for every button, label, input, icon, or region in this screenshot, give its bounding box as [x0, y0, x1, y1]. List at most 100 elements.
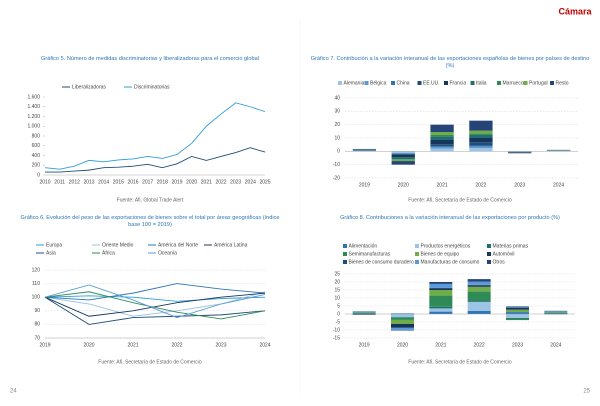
bar-segment — [506, 318, 529, 321]
legend-swatch — [523, 81, 528, 85]
x-tick-label: 2020 — [397, 342, 408, 348]
legend-swatch — [417, 81, 422, 85]
y-tick-label: 10 — [334, 295, 340, 301]
series-line — [44, 292, 266, 317]
y-tick-label: -5 — [336, 319, 341, 325]
bar-segment — [391, 317, 414, 320]
bar-segment — [391, 314, 414, 318]
bar-segment — [429, 288, 453, 290]
legend-swatch — [415, 252, 419, 256]
bar-segment — [430, 136, 454, 140]
bar-segment — [429, 295, 453, 307]
series-line — [44, 295, 266, 302]
bar-segment — [391, 153, 415, 155]
series-line — [44, 283, 266, 301]
y-tick-label: 20 — [334, 122, 340, 128]
bar-segment — [467, 302, 491, 311]
bar-segment — [469, 148, 493, 152]
bar-segment — [430, 144, 454, 147]
legend-label: América Latina — [214, 242, 248, 248]
series-line — [44, 284, 266, 319]
legend-label: Oriente Medio — [102, 242, 134, 248]
legend-label: EE.UU. — [423, 80, 440, 86]
y-tick-label: 200 — [32, 163, 41, 169]
y-tick-label: 110 — [32, 281, 40, 287]
legend-label: Materias primas — [493, 243, 529, 249]
x-tick-label: 2024 — [245, 179, 256, 185]
bar-segment — [391, 151, 415, 153]
y-tick-label: 0 — [337, 149, 340, 155]
bar-segment — [469, 134, 493, 138]
bar-segment — [506, 306, 529, 308]
y-tick-label: 1.000 — [27, 124, 40, 130]
y-tick-label: 0 — [37, 172, 40, 178]
bar-segment — [506, 307, 529, 310]
bar-segment — [430, 134, 454, 137]
legend-swatch — [343, 260, 347, 264]
x-tick-label: 2019 — [171, 179, 182, 185]
chart-source: Fuente: Afi, Global Trade Alert — [117, 197, 184, 203]
legend-label: Marruecos — [503, 80, 527, 86]
x-tick-label: 2023 — [230, 179, 241, 185]
legend-label: Otros — [493, 259, 506, 265]
bar-segment — [469, 130, 493, 134]
series-line — [44, 291, 266, 320]
bar-segment — [391, 319, 414, 324]
x-tick-label: 2021 — [201, 179, 212, 185]
bar-segment — [467, 291, 491, 302]
bar-segment — [429, 306, 453, 309]
y-tick-label: 1.200 — [27, 114, 40, 120]
legend-swatch — [391, 81, 395, 85]
bar-segment — [391, 161, 415, 165]
chart-source: Fuente: Afi, Secretaría de Estado de Com… — [408, 359, 512, 365]
bar-segment — [391, 152, 415, 154]
logo: Cámara — [558, 6, 592, 16]
legend-label: Alemania — [344, 80, 365, 86]
chart-source: Fuente: Afi, Secretaría de Estado de Com… — [98, 359, 202, 365]
y-tick-label: 25 — [334, 271, 340, 277]
x-tick-label: 2019 — [359, 342, 370, 348]
bar-segment — [506, 314, 529, 318]
series-line — [44, 291, 266, 317]
x-tick-label: 2013 — [83, 179, 94, 185]
legend-label: Francia — [450, 80, 467, 86]
x-tick-label: 2021 — [127, 342, 138, 348]
x-tick-label: 2023 — [512, 342, 523, 348]
bar-segment — [391, 327, 414, 330]
y-tick-label: 80 — [34, 322, 40, 328]
x-tick-label: 2024 — [259, 342, 270, 348]
bar-segment — [469, 137, 493, 143]
x-tick-label: 2011 — [54, 179, 65, 185]
bar-segment — [467, 281, 491, 285]
legend-label: América del Norte — [158, 242, 198, 248]
y-tick-label: -10 — [333, 327, 340, 333]
legend-swatch — [487, 244, 491, 248]
y-tick-label: 1.600 — [27, 94, 40, 100]
x-tick-label: 2015 — [113, 179, 124, 185]
legend-swatch — [470, 81, 475, 85]
y-tick-label: 15 — [334, 287, 340, 293]
bar-segment — [352, 314, 376, 315]
y-tick-label: 100 — [32, 295, 41, 301]
bar-segment — [391, 154, 415, 158]
legend-label: Discriminatorias — [134, 84, 170, 90]
x-tick-label: 2022 — [171, 342, 182, 348]
x-tick-label: 2022 — [215, 179, 226, 185]
y-tick-label: 5 — [337, 303, 340, 309]
bar-segment — [467, 285, 491, 287]
legend-swatch — [550, 81, 554, 85]
bar-segment — [544, 313, 568, 314]
legend-label: Asia — [46, 250, 56, 256]
legend-label: Portugal — [529, 80, 548, 86]
x-tick-label: 2019 — [39, 342, 50, 348]
legend-swatch — [343, 244, 347, 248]
legend-swatch — [364, 81, 369, 85]
legend-swatch — [343, 252, 347, 256]
y-tick-label: 70 — [34, 335, 40, 341]
legend-label: Italia — [476, 80, 487, 86]
x-tick-label: 2022 — [474, 342, 485, 348]
y-tick-label: 90 — [34, 308, 40, 314]
x-tick-label: 2023 — [514, 182, 525, 188]
chart-title: Gráfico 5. Número de medidas discriminat… — [41, 56, 259, 62]
